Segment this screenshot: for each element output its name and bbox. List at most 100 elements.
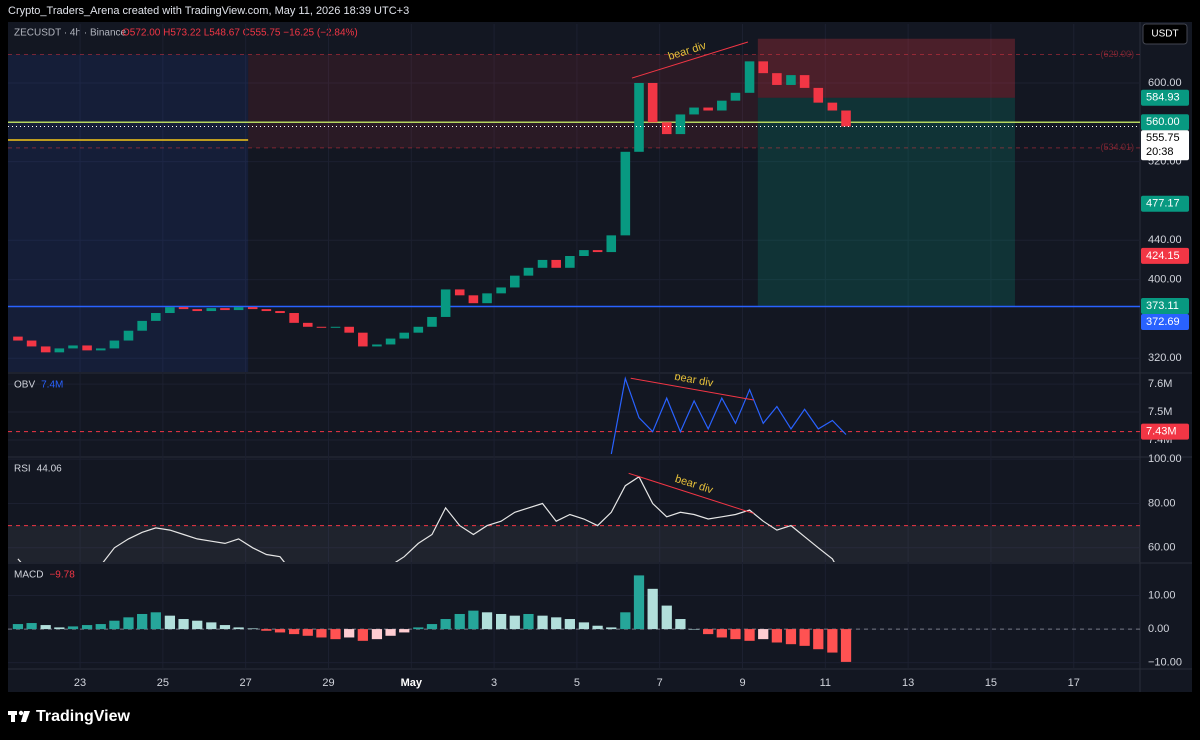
y-tick-label: 600.00	[1148, 77, 1182, 89]
y-tick-label: 0.00	[1148, 623, 1169, 635]
x-tick-label: 15	[985, 677, 997, 689]
candle	[744, 61, 755, 93]
candle	[620, 151, 631, 236]
candle	[40, 346, 51, 353]
histogram-bar	[274, 629, 286, 633]
histogram-bar	[758, 629, 769, 640]
histogram-bar	[247, 628, 258, 630]
price-badge	[1141, 314, 1189, 331]
zone	[8, 54, 249, 372]
y-tick-label: 60.00	[1148, 542, 1176, 554]
price-badge-label: 560.00	[1146, 116, 1180, 128]
histogram-bar	[385, 629, 396, 636]
candle	[54, 348, 65, 353]
candle	[440, 289, 451, 317]
histogram-bar	[454, 613, 465, 630]
candle	[427, 316, 437, 327]
histogram-bar	[688, 629, 700, 630]
currency[interactable]: USDT	[1151, 29, 1178, 40]
x-tick-label: 9	[739, 677, 745, 689]
candle	[137, 320, 147, 331]
candle	[413, 326, 424, 333]
histogram-bar	[344, 629, 355, 638]
candle	[192, 309, 203, 312]
histogram-bar	[371, 629, 383, 640]
histogram-bar	[730, 629, 741, 640]
histogram-bar	[468, 610, 479, 630]
histogram-bar	[578, 622, 590, 630]
x-tick-label: 7	[657, 677, 663, 689]
zone	[248, 54, 758, 148]
histogram-bar	[813, 629, 824, 650]
indicator-value: −9.78	[49, 570, 75, 581]
histogram-bar	[192, 620, 203, 630]
countdown: 20:38	[1146, 146, 1174, 158]
candle	[523, 267, 534, 276]
price-badge	[1141, 247, 1189, 264]
candle	[730, 92, 741, 101]
histogram-bar	[123, 617, 134, 630]
price-badge	[1141, 130, 1189, 161]
candle	[841, 110, 851, 127]
logo-icon	[8, 710, 30, 722]
x-tick-label: 17	[1068, 677, 1080, 689]
candle	[786, 75, 796, 85]
candle	[496, 287, 506, 294]
histogram-bar	[481, 612, 493, 630]
candle	[551, 259, 561, 268]
attribution: Crypto_Traders_Arena created with Tradin…	[8, 5, 409, 17]
histogram-bar	[150, 612, 161, 630]
currency-box[interactable]	[1142, 23, 1188, 45]
candle	[109, 340, 120, 349]
histogram-bar	[523, 613, 534, 630]
candle	[399, 332, 410, 339]
series-line	[17, 475, 835, 562]
x-tick-label: 25	[157, 677, 169, 689]
price-badge	[1141, 89, 1189, 106]
histogram-bar	[661, 605, 672, 630]
histogram-bar	[54, 627, 65, 630]
price-badge-label: 373.11	[1146, 300, 1179, 312]
chart-area	[8, 22, 1192, 692]
band	[8, 525, 1140, 562]
candle	[233, 307, 244, 311]
histogram-bar	[675, 619, 686, 630]
histogram-bar	[233, 627, 244, 630]
histogram-bar	[440, 619, 451, 630]
price-badge-label: 584.93	[1146, 92, 1180, 104]
candle	[592, 250, 603, 253]
candle	[717, 100, 727, 111]
logo: TradingView	[36, 708, 131, 725]
zone	[757, 97, 1015, 307]
candle	[26, 340, 37, 347]
candle	[579, 250, 589, 256]
y-tick-label: 440.00	[1148, 234, 1182, 246]
histogram-bar	[647, 588, 658, 630]
histogram-bar	[81, 625, 93, 630]
annotation-line	[628, 472, 754, 514]
indicator-name: OBV	[14, 380, 35, 391]
indicator-value: 44.06	[37, 464, 62, 475]
candle	[247, 307, 258, 310]
price-badge-label: 477.17	[1146, 198, 1180, 210]
histogram-bar	[316, 629, 327, 638]
candle	[482, 293, 492, 304]
histogram-bar	[551, 617, 562, 630]
histogram-bar	[426, 624, 438, 630]
price-badge	[1141, 423, 1189, 440]
candle	[165, 307, 175, 314]
candle	[302, 322, 313, 327]
x-tick-label: 5	[574, 677, 580, 689]
histogram-bar	[840, 629, 852, 662]
y-tick-label: 7.5M	[1148, 406, 1172, 418]
candle	[68, 345, 78, 349]
candle	[772, 73, 782, 85]
candle	[510, 275, 520, 288]
histogram-bar	[564, 619, 575, 630]
y-tick-label: 10.00	[1148, 589, 1176, 601]
x-tick-label: 13	[902, 677, 914, 689]
histogram-bar	[496, 613, 507, 630]
histogram-bar	[785, 629, 797, 645]
price-badge-label: 424.15	[1146, 250, 1180, 262]
